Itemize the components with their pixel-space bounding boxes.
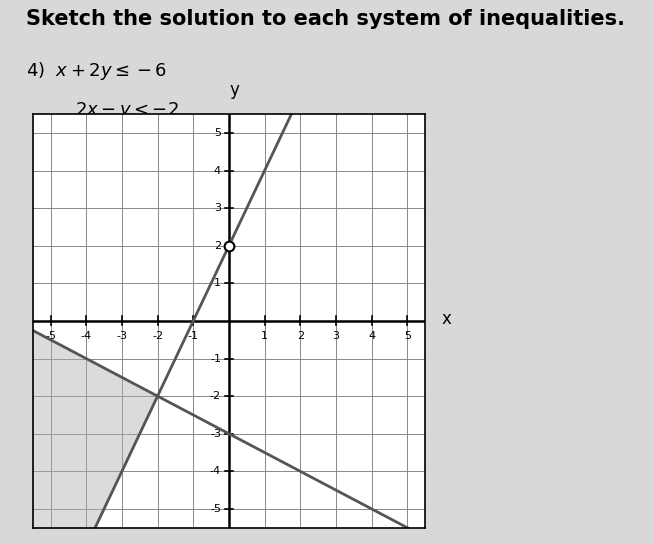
Text: -2: -2 xyxy=(152,331,163,342)
Text: y: y xyxy=(230,81,239,99)
Text: 4: 4 xyxy=(214,165,221,176)
Text: 1: 1 xyxy=(261,331,268,342)
Text: 3: 3 xyxy=(332,331,339,342)
Text: -1: -1 xyxy=(210,354,221,363)
Text: Sketch the solution to each system of inequalities.: Sketch the solution to each system of in… xyxy=(26,9,625,29)
Text: -1: -1 xyxy=(188,331,199,342)
Text: 5: 5 xyxy=(404,331,411,342)
Text: 2: 2 xyxy=(297,331,304,342)
Text: 2: 2 xyxy=(214,241,221,251)
Text: -4: -4 xyxy=(210,466,221,477)
Text: -3: -3 xyxy=(210,429,221,438)
Text: 4: 4 xyxy=(368,331,375,342)
Text: x: x xyxy=(441,310,451,328)
Text: -5: -5 xyxy=(45,331,56,342)
Text: 5: 5 xyxy=(214,128,221,138)
Text: -4: -4 xyxy=(80,331,92,342)
Text: 3: 3 xyxy=(214,203,221,213)
Text: $2x - y < -2$: $2x - y < -2$ xyxy=(75,100,179,121)
Text: -3: -3 xyxy=(116,331,128,342)
Text: -5: -5 xyxy=(210,504,221,514)
Text: -2: -2 xyxy=(210,391,221,401)
Text: 1: 1 xyxy=(214,279,221,288)
Text: 4)  $x + 2y \leq -6$: 4) $x + 2y \leq -6$ xyxy=(26,60,167,82)
